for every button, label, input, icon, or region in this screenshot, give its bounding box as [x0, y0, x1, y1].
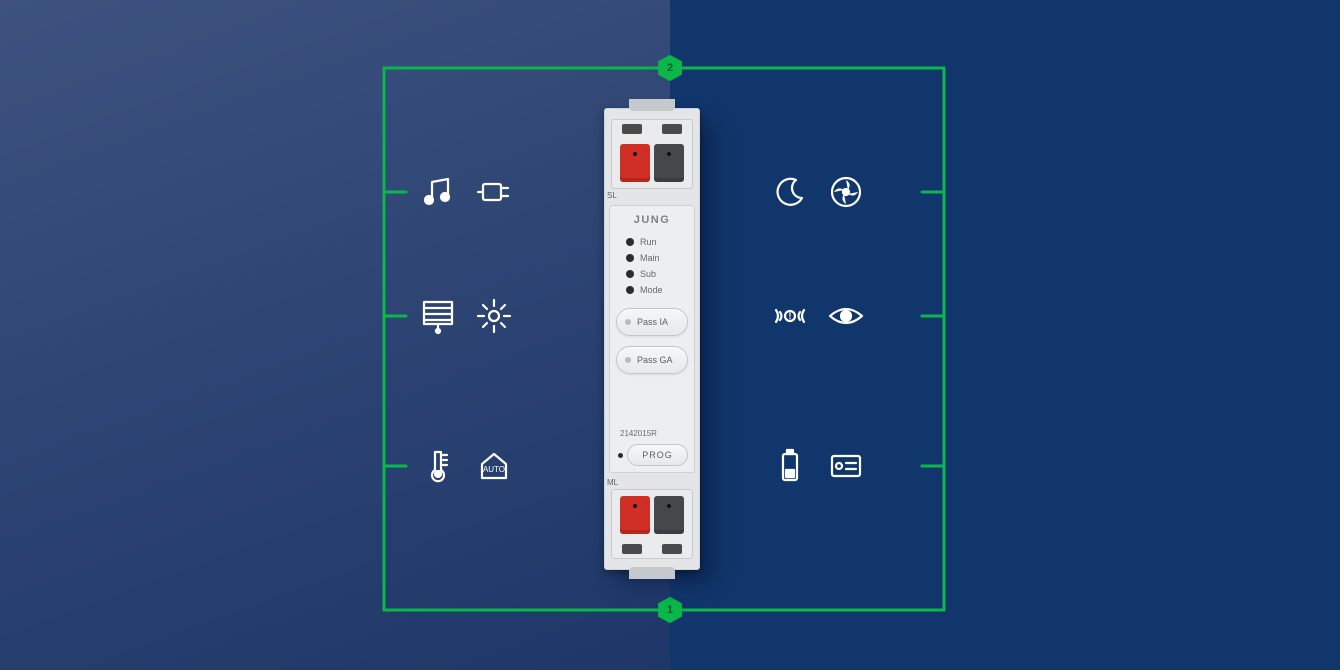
terminal-slit [622, 544, 642, 554]
status-led-row: Sub [616, 266, 688, 282]
eye-icon [826, 296, 866, 336]
rail-notch-top [629, 99, 675, 111]
blinds-icon [418, 296, 458, 336]
icon-row [770, 446, 866, 486]
terminal-zone-top [611, 119, 693, 189]
pass-ga-led [625, 357, 631, 363]
terminal-slit [662, 124, 682, 134]
plug-icon [474, 172, 514, 212]
terminal-label-sl: SL [607, 191, 617, 200]
fan-icon [826, 172, 866, 212]
pass-ia-button[interactable]: Pass IA [616, 308, 688, 336]
model-number: 2142015R [616, 429, 688, 438]
prog-button[interactable]: PROG [627, 444, 688, 466]
status-led [626, 254, 634, 262]
diagram-stage: 2 1 AUTO! SL JUNG Run Main Sub Mode Pass IA [0, 0, 1340, 670]
music-icon [418, 172, 458, 212]
icon-row: AUTO [418, 446, 514, 486]
status-led [626, 286, 634, 294]
terminal-block-red [620, 496, 650, 534]
connector-node-1-label: 1 [657, 597, 683, 623]
status-led-label: Sub [640, 269, 656, 279]
terminal-zone-bottom [611, 489, 693, 559]
icon-row: ! [770, 296, 866, 336]
alarm-icon: ! [770, 296, 810, 336]
icon-row [418, 172, 514, 212]
connector-node-2-label: 2 [657, 55, 683, 81]
moon-icon [770, 172, 810, 212]
pass-ga-label: Pass GA [637, 355, 673, 365]
status-led [626, 270, 634, 278]
status-led-row: Mode [616, 282, 688, 298]
status-led-label: Run [640, 237, 657, 247]
status-led-row: Main [616, 250, 688, 266]
connector-node-2: 2 [657, 55, 683, 81]
terminal-slit [662, 544, 682, 554]
status-led-row: Run [616, 234, 688, 250]
prog-led [618, 453, 623, 458]
light-icon [474, 296, 514, 336]
status-led [626, 238, 634, 246]
terminal-block-black [654, 144, 684, 182]
brand-label: JUNG [616, 214, 688, 226]
pass-ga-button[interactable]: Pass GA [616, 346, 688, 374]
pass-ia-label: Pass IA [637, 317, 668, 327]
terminal-block-black [654, 496, 684, 534]
temperature-icon [418, 446, 458, 486]
icon-row [770, 172, 866, 212]
connector-node-1: 1 [657, 597, 683, 623]
status-led-label: Main [640, 253, 660, 263]
status-led-label: Mode [640, 285, 663, 295]
svg-text:!: ! [789, 311, 792, 321]
device-front-panel: JUNG Run Main Sub Mode Pass IA Pass GA 2142… [609, 205, 695, 473]
rail-notch-bottom [629, 567, 675, 579]
battery-icon [770, 446, 810, 486]
auto-home-icon: AUTO [474, 446, 514, 486]
svg-text:AUTO: AUTO [483, 465, 505, 474]
icon-row [418, 296, 514, 336]
prog-label: PROG [642, 450, 673, 460]
pass-ia-led [625, 319, 631, 325]
terminal-block-red [620, 144, 650, 182]
terminal-label-ml: ML [607, 478, 618, 487]
knx-device: SL JUNG Run Main Sub Mode Pass IA Pass GA 2… [604, 108, 700, 570]
terminal-slit [622, 124, 642, 134]
card-icon [826, 446, 866, 486]
